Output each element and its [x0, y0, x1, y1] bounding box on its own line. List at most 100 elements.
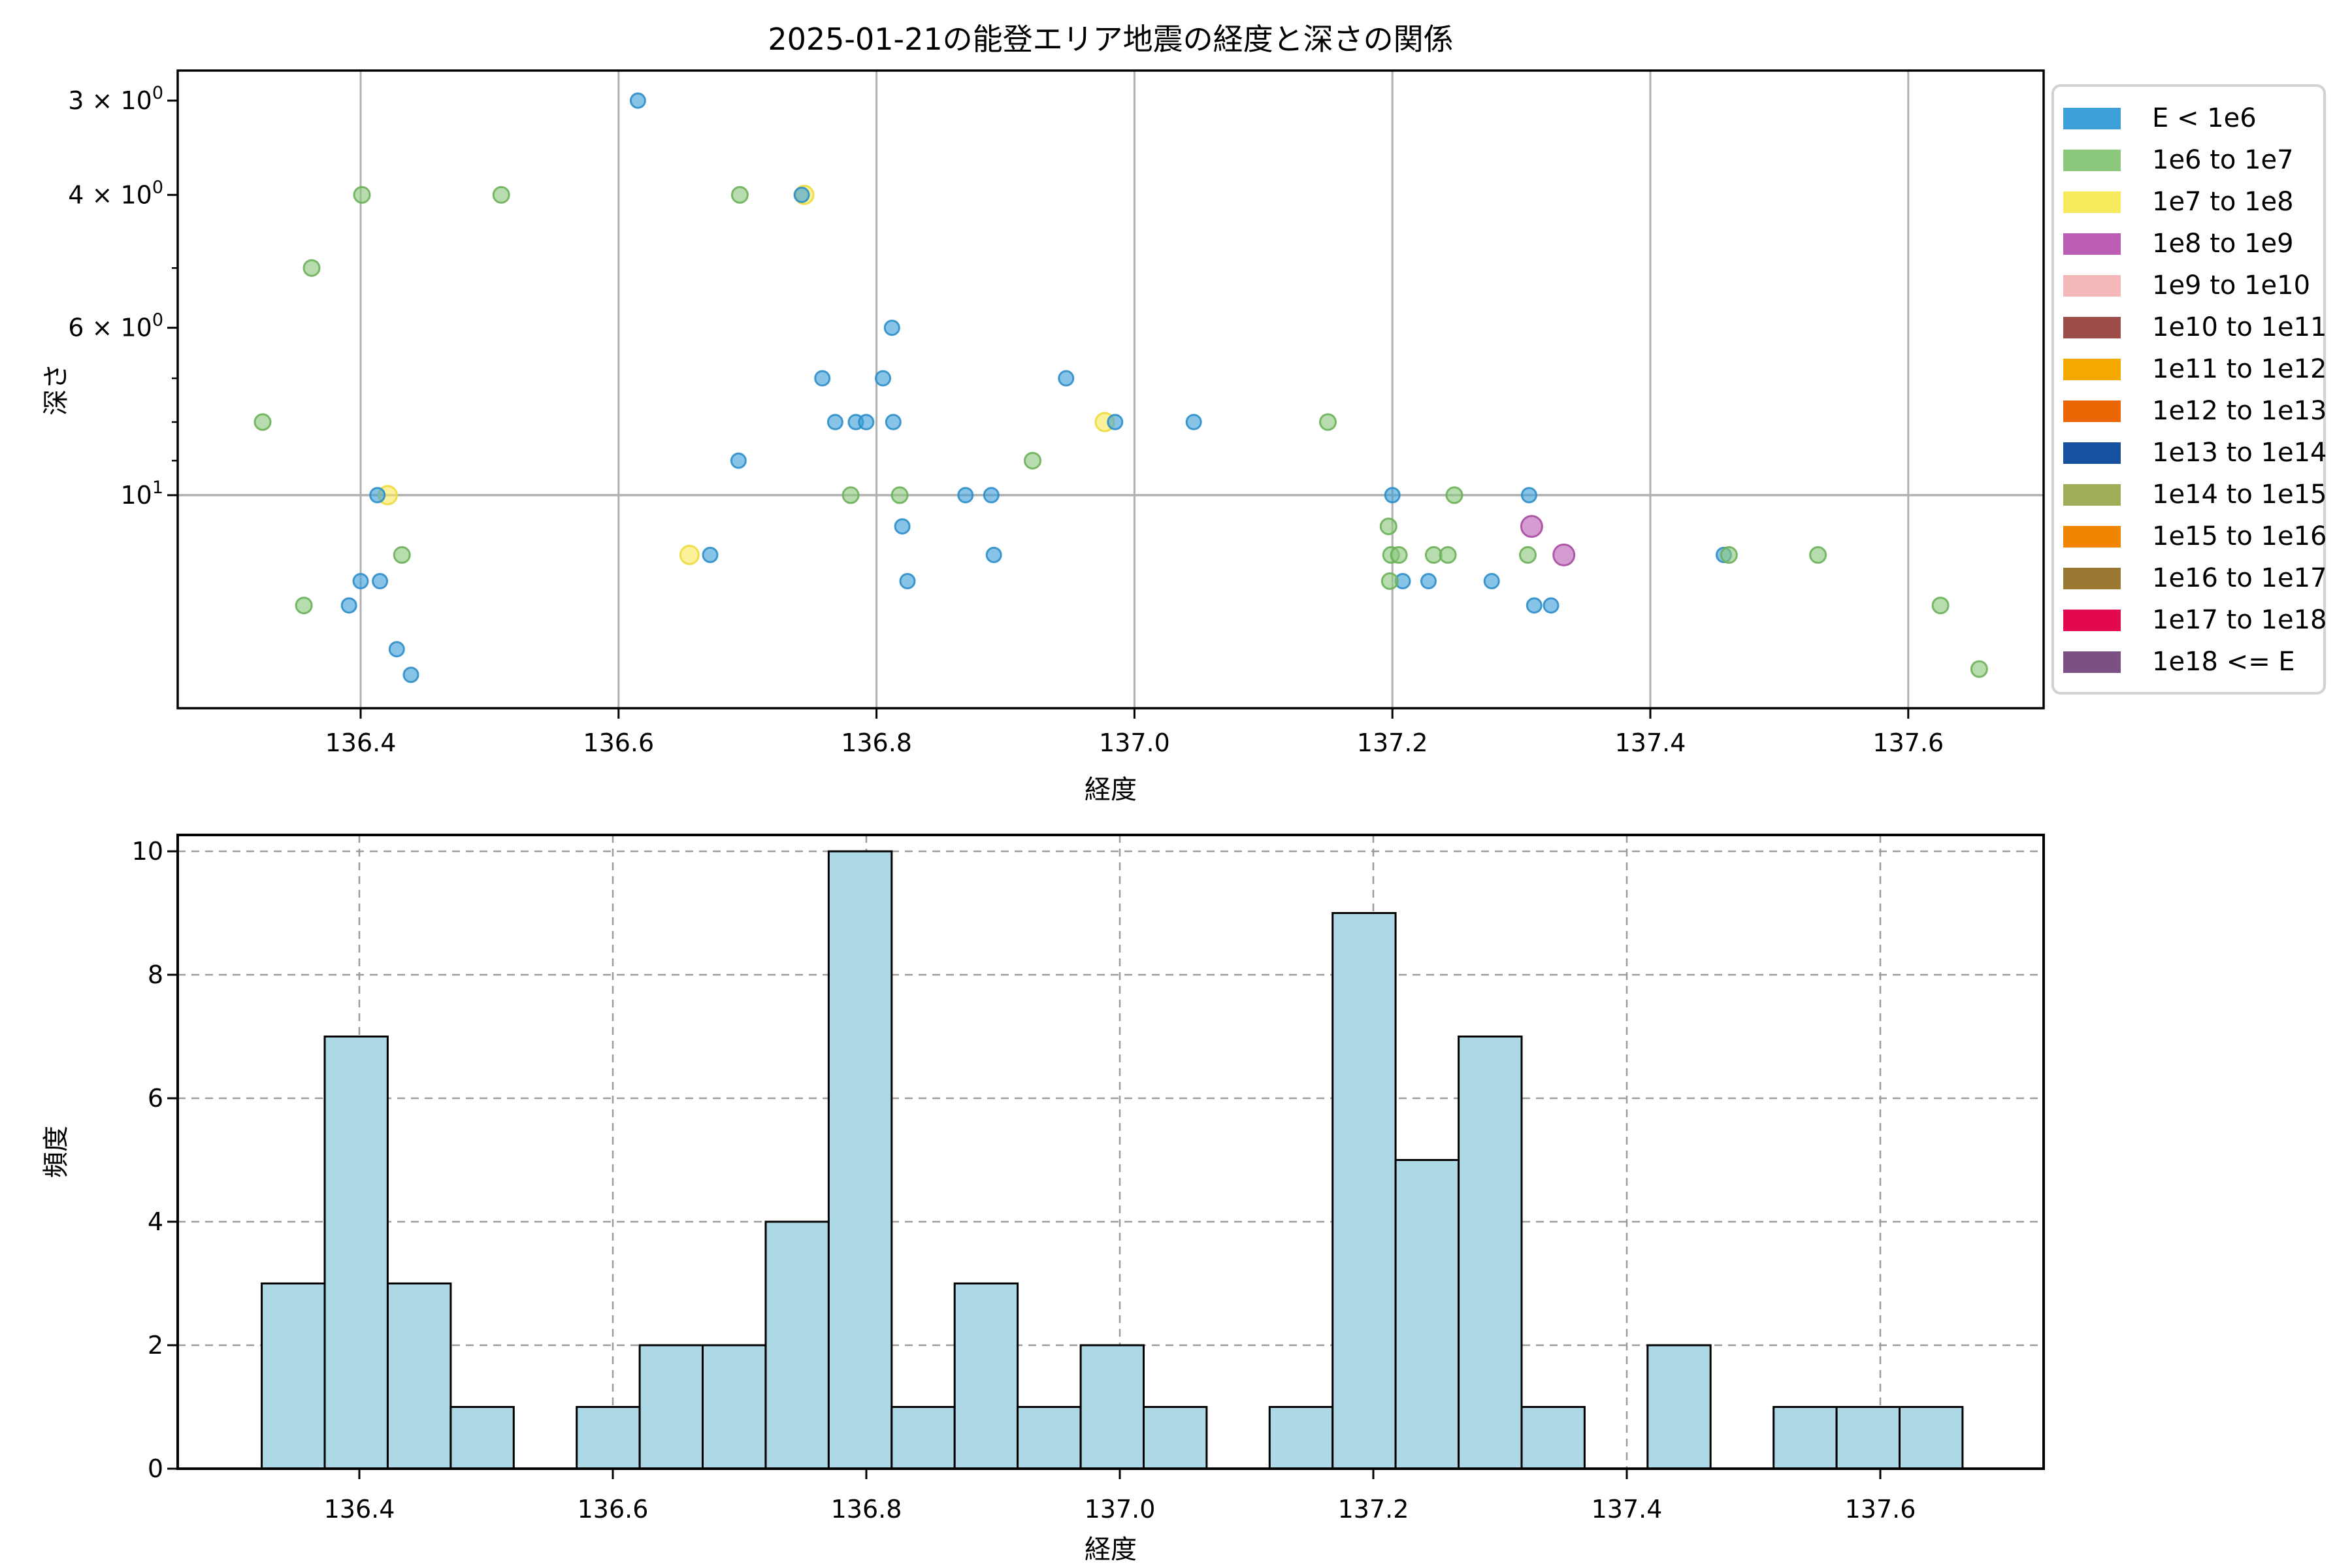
scatter-point [730, 186, 749, 204]
legend-item-label: 1e7 to 1e8 [2152, 187, 2294, 217]
legend-item: 1e9 to 1e10 [2063, 265, 2323, 306]
scatter-point [388, 641, 405, 658]
scatter-point [1058, 370, 1075, 387]
scatter-y-tick-label: 3 × 100 [68, 83, 163, 115]
scatter-point [353, 186, 371, 204]
hist-bar [1331, 912, 1397, 1470]
scatter-plot-frame [176, 69, 2045, 710]
legend-item: 1e14 to 1e15 [2063, 474, 2327, 515]
legend-item-label: 1e18 <= E [2152, 647, 2295, 677]
legend: E < 1e6 1e6 to 1e7 1e7 to 1e8 1e8 to 1e9 1e9… [2051, 84, 2327, 694]
hist-bar [1772, 1406, 1838, 1470]
scatter-point [814, 370, 831, 387]
legend-swatch-icon [2063, 400, 2121, 422]
legend-item-label: 1e16 to 1e17 [2152, 563, 2327, 593]
scatter-point [679, 544, 700, 565]
hist-bar [1646, 1344, 1712, 1470]
legend-swatch-icon [2063, 191, 2121, 213]
hist-y-tick-label: 2 [148, 1331, 163, 1360]
scatter-point [899, 573, 916, 589]
scatter-point [826, 414, 843, 431]
scatter-x-tick-label: 136.8 [841, 728, 912, 757]
legend-swatch-icon [2063, 107, 2121, 129]
legend-item-label: 1e11 to 1e12 [2152, 354, 2327, 384]
legend-swatch-icon [2063, 316, 2121, 338]
scatter-point [1720, 546, 1738, 564]
hist-bar [638, 1344, 704, 1470]
scatter-point [875, 370, 891, 387]
legend-item: E < 1e6 [2063, 97, 2323, 139]
scatter-point [340, 597, 357, 614]
legend-item-label: 1e10 to 1e11 [2152, 312, 2327, 342]
legend-swatch-icon [2063, 233, 2121, 255]
scatter-point [1107, 414, 1124, 431]
scatter-x-tick-label: 137.4 [1615, 728, 1686, 757]
legend-item-label: 1e14 to 1e15 [2152, 480, 2327, 510]
hist-bar [953, 1282, 1019, 1470]
scatter-x-tick-label: 137.2 [1357, 728, 1428, 757]
hist-bar [1835, 1406, 1901, 1470]
scatter-x-tick-label: 137.0 [1099, 728, 1170, 757]
hist-bar [261, 1282, 326, 1470]
legend-item: 1e11 to 1e12 [2063, 348, 2327, 390]
hist-bar [576, 1406, 641, 1470]
scatter-point [1809, 546, 1827, 564]
legend-swatch-icon [2063, 358, 2121, 380]
scatter-point [1552, 543, 1576, 566]
scatter-point [1445, 486, 1463, 504]
scatter-point [702, 546, 719, 563]
chart-title: 2025-01-21の能登エリア地震の経度と深さの関係 [768, 22, 1454, 57]
scatter-point [1519, 546, 1537, 564]
scatter-point [253, 413, 272, 431]
scatter-point [730, 452, 747, 469]
scatter-point [1380, 572, 1399, 590]
hist-y-tick-label: 6 [148, 1084, 163, 1113]
scatter-x-tick-label: 137.6 [1872, 728, 1944, 757]
scatter-point [295, 596, 313, 615]
scatter-point [1543, 597, 1560, 614]
scatter-point [629, 92, 646, 109]
legend-swatch-icon [2063, 442, 2121, 464]
scatter-point [1379, 517, 1397, 536]
scatter-point [393, 546, 411, 564]
legend-item-label: 1e6 to 1e7 [2152, 145, 2294, 175]
hist-bar [1520, 1406, 1586, 1470]
scatter-y-tick-label: 101 [120, 478, 163, 510]
scatter-point [883, 319, 900, 336]
scatter-x-tick-label: 136.4 [325, 728, 397, 757]
legend-swatch-icon [2063, 274, 2121, 297]
hist-bar [890, 1406, 956, 1470]
legend-item: 1e13 to 1e14 [2063, 432, 2327, 474]
scatter-y-tick-label: 6 × 100 [68, 310, 163, 342]
legend-swatch-icon [2063, 149, 2121, 171]
scatter-point [1931, 596, 1950, 615]
legend-item-label: 1e8 to 1e9 [2152, 229, 2294, 259]
legend-item: 1e8 to 1e9 [2063, 223, 2323, 265]
scatter-point [1024, 451, 1041, 470]
scatter-point [894, 518, 911, 535]
hist-x-tick-label: 137.0 [1085, 1495, 1156, 1524]
hist-x-tick-label: 137.4 [1592, 1495, 1663, 1524]
scatter-point [841, 486, 860, 504]
legend-item: 1e10 to 1e11 [2063, 306, 2327, 348]
scatter-point [983, 487, 1000, 504]
hist-plot-frame [176, 834, 2045, 1470]
scatter-point [1483, 573, 1500, 589]
hist-bar [449, 1406, 515, 1470]
scatter-point [492, 186, 510, 204]
hist-bar [1899, 1406, 1964, 1470]
legend-item: 1e6 to 1e7 [2063, 139, 2323, 181]
legend-swatch-icon [2063, 609, 2121, 631]
scatter-point [1319, 413, 1337, 431]
legend-item: 1e16 to 1e17 [2063, 557, 2327, 599]
legend-item: 1e15 to 1e16 [2063, 515, 2327, 557]
scatter-point [302, 259, 321, 277]
scatter-y-tick-label: 4 × 100 [68, 177, 163, 209]
scatter-point [1185, 414, 1202, 431]
hist-bar [1079, 1344, 1145, 1470]
hist-x-tick-label: 137.2 [1338, 1495, 1409, 1524]
legend-item: 1e12 to 1e13 [2063, 390, 2327, 432]
legend-swatch-icon [2063, 483, 2121, 506]
hist-bar [764, 1220, 830, 1470]
